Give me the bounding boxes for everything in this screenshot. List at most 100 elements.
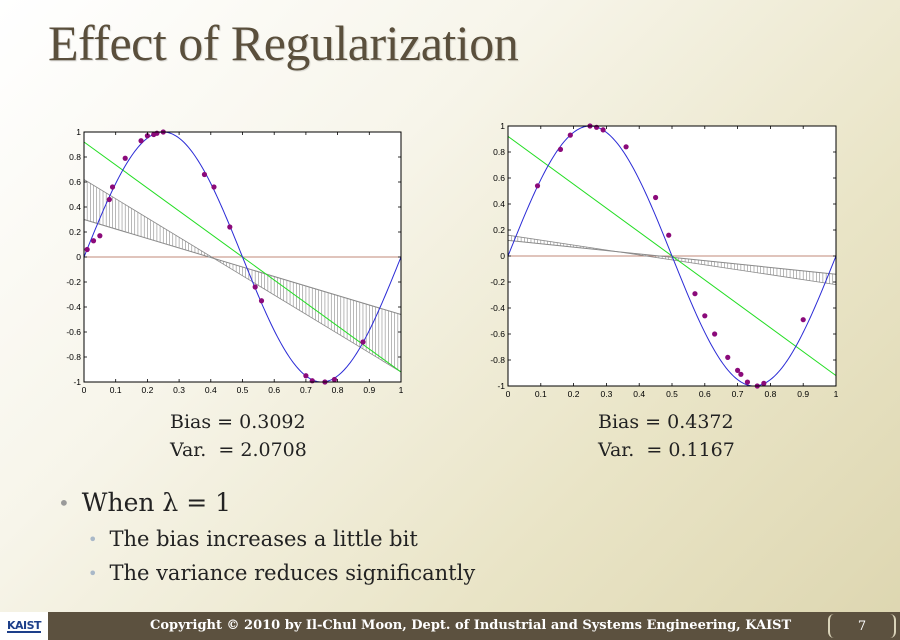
y-tick-label: 0: [500, 251, 505, 261]
x-tick-label: 0.1: [535, 389, 547, 399]
y-tick-label: 0.2: [493, 225, 505, 235]
sample-point: [725, 354, 731, 360]
x-tick-label: 0.3: [173, 385, 185, 395]
x-tick-label: 0.9: [797, 389, 809, 399]
sample-point: [800, 317, 806, 323]
right-stats: Bias = 0.4372 Var. = 0.1167: [598, 408, 735, 464]
x-tick-label: 1: [834, 389, 839, 399]
bullet-main-text: When λ = 1: [81, 488, 232, 517]
sample-point: [84, 246, 90, 253]
sample-point: [653, 194, 659, 201]
x-tick-label: 0.7: [732, 389, 744, 399]
y-tick-label: 0.8: [493, 147, 505, 157]
x-tick-label: 0.7: [300, 385, 312, 395]
y-tick-label: -0.2: [490, 277, 505, 287]
x-tick-label: 0.5: [237, 385, 249, 395]
y-tick-label: -0.4: [490, 303, 505, 313]
sample-point: [109, 184, 116, 190]
y-tick-label: -0.6: [490, 329, 505, 339]
y-tick-label: 0: [76, 252, 81, 262]
sample-point: [122, 155, 128, 161]
x-tick-label: 0.1: [110, 385, 122, 395]
right-plot: 0 0.1 0.2 0.3 0.4 0.5 0.6 0.7 0.8 0.9 1 1 0.8 0.6 0.4 0…: [484, 118, 844, 405]
x-tick-label: 0: [82, 385, 87, 395]
slide-title: Effect of Regularization: [48, 15, 519, 71]
sample-point: [309, 378, 315, 384]
sample-point: [252, 284, 258, 290]
x-tick-label: 0.3: [600, 389, 612, 399]
y-tick-label: -0.2: [66, 277, 81, 287]
sample-point: [702, 313, 708, 319]
sample-point: [201, 171, 208, 178]
left-stats: Bias = 0.3092 Var. = 2.0708: [170, 408, 307, 464]
y-tick-label: 0.8: [69, 152, 81, 162]
sample-point: [90, 238, 97, 244]
sample-point: [623, 144, 629, 150]
x-tick-label: 0.5: [666, 389, 678, 399]
x-tick-label: 0.8: [332, 385, 344, 395]
bullet-dot-icon: •: [88, 529, 98, 549]
sample-point: [744, 379, 751, 385]
true-function-curve: [83, 131, 402, 383]
y-tick-label: -1: [497, 381, 505, 391]
sample-point: [666, 232, 672, 238]
x-tick-label: 0.2: [568, 389, 580, 399]
sample-point: [303, 373, 309, 379]
y-tick-label: -0.6: [66, 327, 81, 337]
variance-envelope-line: [507, 234, 837, 285]
x-tick-label: 0.8: [764, 389, 776, 399]
bullet-sub-2: • The variance reduces significantly: [88, 561, 475, 585]
footer-copyright: Copyright © 2010 by Il-Chul Moon, Dept. …: [150, 618, 792, 633]
left-bias-text: Bias = 0.3092: [170, 411, 306, 433]
sample-point: [360, 339, 366, 345]
x-tick-label: 0: [506, 389, 511, 399]
left-plot: 0 0.1 0.2 0.3 0.4 0.5 0.6 0.7 0.8 0.9 1 1 0.8 0.6 0.4 0…: [60, 124, 410, 399]
sample-point: [738, 371, 744, 377]
sample-point: [534, 183, 541, 189]
sample-point: [258, 298, 265, 304]
true-function-curve: [507, 125, 837, 387]
bullet-sub-1-text: The bias increases a little bit: [109, 527, 418, 551]
left-plot-svg: 0 0.1 0.2 0.3 0.4 0.5 0.6 0.7 0.8 0.9 1 1 0.8 0.6 0.4 0…: [66, 127, 404, 395]
page-number: 7: [828, 614, 896, 638]
x-tick-label: 0.9: [363, 385, 375, 395]
left-var-text: Var. = 2.0708: [170, 439, 307, 461]
x-tick-label: 0.2: [141, 385, 153, 395]
bullet-dot-icon: •: [58, 490, 70, 515]
sample-point: [144, 133, 150, 139]
y-tick-label: -1: [73, 377, 81, 387]
sample-point: [331, 376, 338, 383]
right-var-text: Var. = 0.1167: [598, 439, 735, 461]
sample-point: [557, 146, 564, 152]
right-plot-svg: 0 0.1 0.2 0.3 0.4 0.5 0.6 0.7 0.8 0.9 1 1 0.8 0.6 0.4 0…: [490, 121, 839, 399]
sample-point: [227, 224, 233, 230]
sample-point: [600, 127, 606, 133]
sample-point: [106, 196, 112, 203]
sample-point: [692, 291, 698, 297]
x-tick-label: 1: [399, 385, 404, 395]
y-tick-label: 1: [76, 127, 81, 137]
sample-point: [154, 130, 160, 136]
y-tick-label: -0.8: [490, 355, 505, 365]
bullet-dot-icon: •: [88, 563, 98, 583]
mean-fit-line: [83, 219, 402, 315]
y-tick-label: -0.4: [66, 302, 81, 312]
y-tick-label: 1: [500, 121, 505, 131]
sample-point: [761, 380, 767, 386]
sample-point: [138, 138, 144, 144]
x-tick-label: 0.6: [268, 385, 280, 395]
y-tick-label: 0.6: [69, 177, 81, 187]
y-tick-label: 0.6: [493, 173, 505, 183]
kaist-logo-text: KAIST: [6, 618, 42, 633]
variance-envelope-line: [83, 179, 402, 373]
bullet-sub-1: • The bias increases a little bit: [88, 527, 475, 551]
sample-point: [593, 124, 600, 130]
x-tick-label: 0.6: [699, 389, 711, 399]
sample-point: [735, 367, 741, 373]
x-tick-label: 0.4: [633, 389, 645, 399]
y-tick-label: 0.4: [69, 202, 81, 212]
y-tick-label: 0.4: [493, 199, 505, 209]
right-bias-text: Bias = 0.4372: [598, 411, 734, 433]
y-tick-label: 0.2: [69, 227, 81, 237]
footer-bar: KAIST Copyright © 2010 by Il-Chul Moon, …: [0, 612, 900, 640]
